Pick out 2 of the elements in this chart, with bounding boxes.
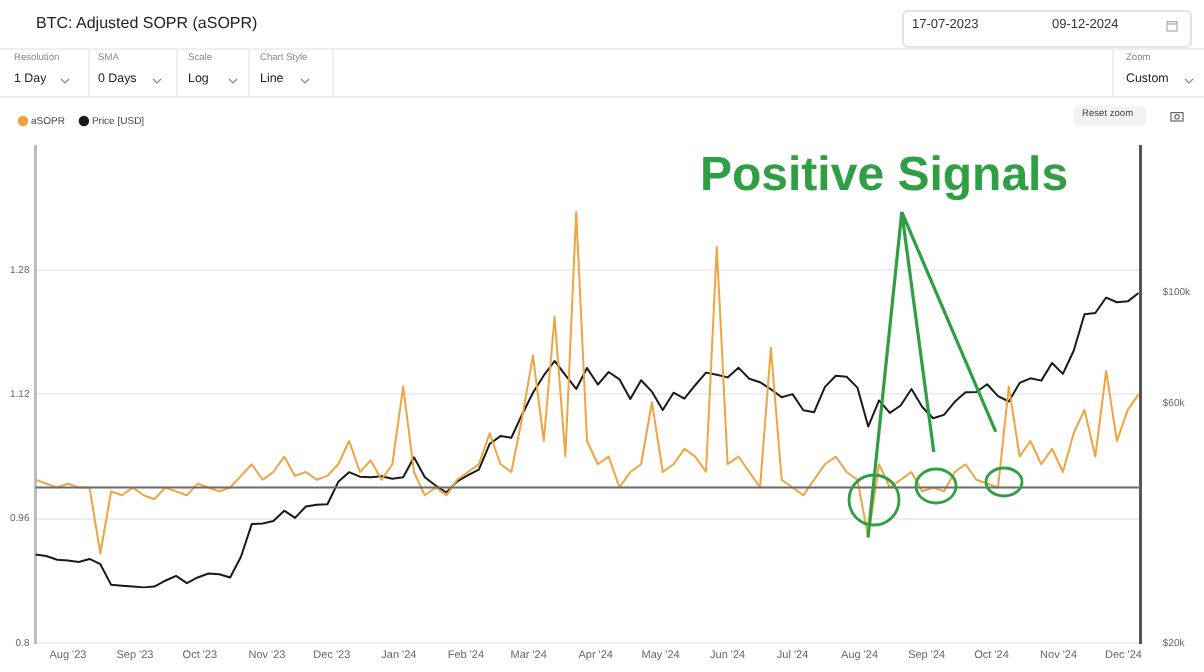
chart-title: BTC: Adjusted SOPR (aSOPR)	[36, 14, 258, 32]
annotation: Positive Signals	[700, 148, 1069, 204]
